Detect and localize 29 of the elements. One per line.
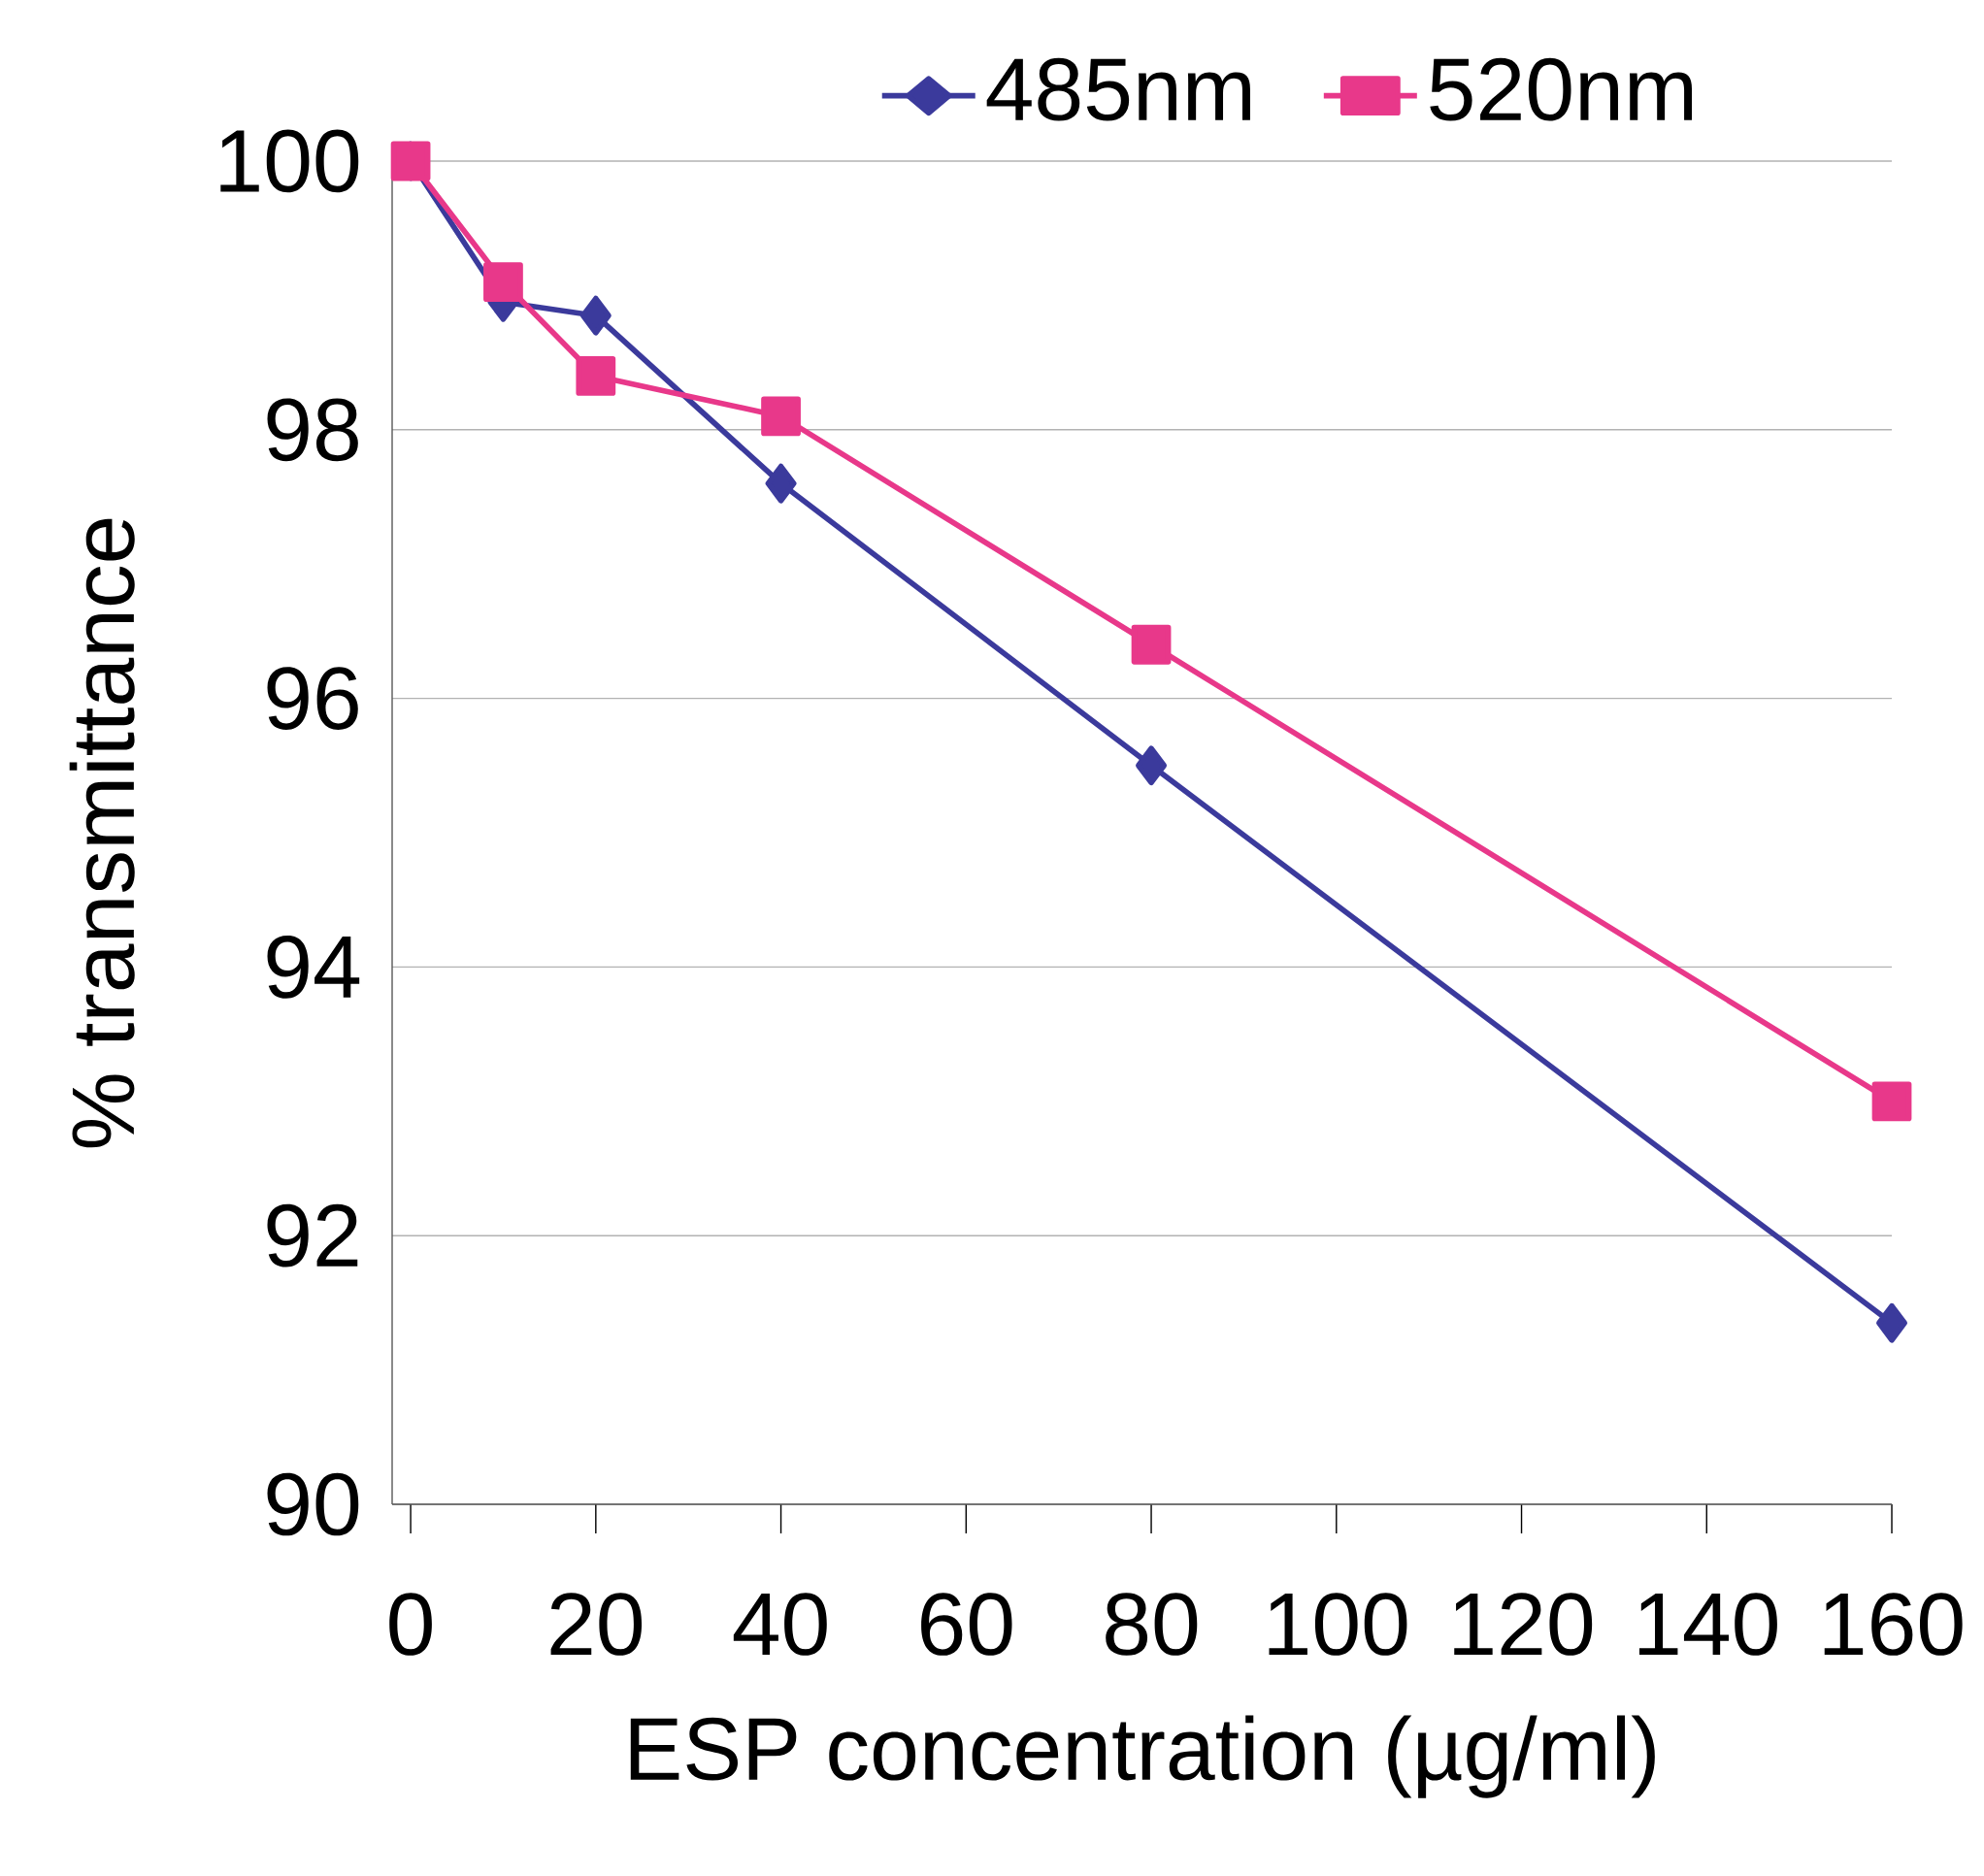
y-tick-label: 92 <box>267 1203 358 1267</box>
x-tick-label: 40 <box>733 1593 827 1656</box>
legend-label: 485nm <box>986 57 1250 121</box>
point <box>1136 745 1168 786</box>
y-tick-label: 90 <box>267 1472 359 1536</box>
x-axis-title: ESP concentration (µg/ml) <box>630 1715 1655 1798</box>
legend-label: 520nm <box>1430 57 1693 121</box>
point <box>765 463 797 504</box>
point <box>483 262 523 302</box>
x-tick-label: 0 <box>389 1593 432 1656</box>
point <box>576 356 616 396</box>
x-tick-label: 160 <box>1824 1593 1963 1656</box>
point <box>579 295 612 336</box>
point <box>1131 624 1172 665</box>
point <box>761 396 801 437</box>
x-tick-label: 140 <box>1638 1593 1777 1656</box>
y-tick-label: 94 <box>267 936 360 999</box>
y-axis-title: % transmittance <box>69 518 135 1148</box>
x-tick-label: 100 <box>1269 1593 1407 1656</box>
y-tick-label: 96 <box>267 667 358 730</box>
point <box>1871 1081 1912 1122</box>
x-tick-label: 60 <box>921 1593 1012 1656</box>
x-tick-label: 80 <box>1106 1593 1198 1656</box>
y-tick-label: 100 <box>220 129 359 193</box>
x-tick-label: 20 <box>550 1593 643 1656</box>
point <box>1876 1302 1908 1343</box>
x-tick-label: 120 <box>1454 1593 1593 1656</box>
point <box>390 141 431 181</box>
y-tick-label: 98 <box>267 398 358 462</box>
